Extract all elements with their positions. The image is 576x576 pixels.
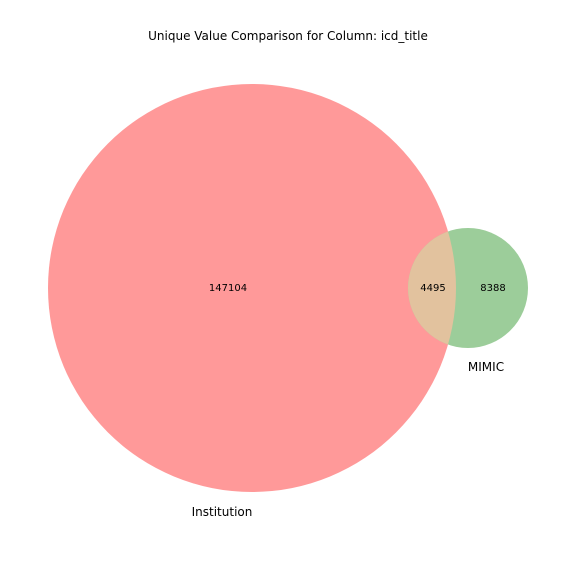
intersection-count: 4495	[420, 283, 445, 294]
institution-only-count: 147104	[209, 283, 247, 294]
mimic-label: MIMIC	[468, 360, 504, 374]
chart-title: Unique Value Comparison for Column: icd_…	[148, 29, 428, 43]
intersection-region	[408, 228, 456, 348]
institution-circle	[48, 84, 456, 492]
institution-label: Institution	[192, 505, 253, 519]
mimic-only-count: 8388	[480, 283, 505, 294]
